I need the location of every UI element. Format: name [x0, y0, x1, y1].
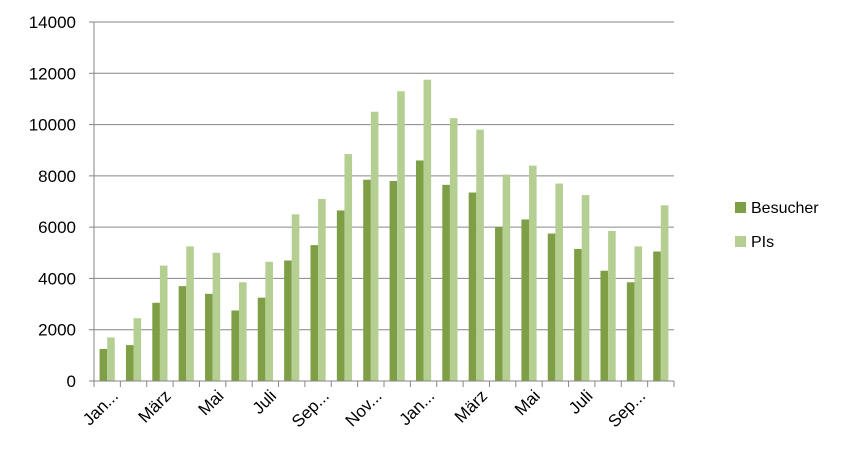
- bar-besucher: [125, 345, 134, 381]
- bar-besucher: [600, 270, 609, 381]
- bar-besucher: [205, 293, 213, 381]
- y-tick-label: 2000: [38, 321, 76, 340]
- bar-besucher: [415, 160, 424, 381]
- x-tick-label: Mai: [195, 386, 228, 419]
- bar-besucher: [231, 310, 239, 381]
- y-tick-label: 8000: [38, 167, 76, 186]
- bar-pis: [660, 205, 669, 381]
- x-tick-label: Jan...: [396, 386, 439, 429]
- bar-besucher: [521, 219, 529, 381]
- bar-pis: [212, 252, 221, 381]
- bar-pis: [239, 282, 247, 381]
- legend-label: PIs: [751, 234, 774, 251]
- x-tick-label: Juli: [565, 386, 596, 417]
- bar-besucher: [468, 192, 477, 381]
- y-axis-tick-labels: 0 2000 4000 6000 8000 10000 12000 14000: [29, 13, 76, 391]
- bar-pis: [634, 246, 643, 381]
- x-tick-label: Mai: [511, 386, 544, 419]
- bar-besucher: [152, 302, 160, 381]
- bar-pis: [133, 318, 142, 381]
- bar-pis: [265, 261, 273, 381]
- y-tick-label: 14000: [29, 13, 76, 32]
- bar-pis: [423, 79, 432, 382]
- bar-pis: [529, 165, 537, 381]
- legend-swatch: [735, 236, 746, 247]
- bar-besucher: [178, 286, 187, 381]
- bar-besucher: [310, 245, 319, 381]
- x-axis-tick-labels: Jan... März Mai Juli Sep... Nov... Jan... März M…: [79, 386, 649, 431]
- bar-pis: [344, 154, 353, 381]
- bar-besucher: [389, 180, 398, 381]
- bar-pis: [449, 118, 458, 382]
- bar-pis: [555, 183, 563, 381]
- x-tick-label: Sep...: [288, 386, 333, 431]
- x-tick-label: März: [451, 386, 491, 426]
- bar-pis: [581, 195, 590, 381]
- x-tick-label: Juli: [249, 386, 280, 417]
- bar-besucher: [547, 233, 556, 381]
- bar-besucher: [653, 251, 661, 381]
- legend: Besucher PIs: [735, 200, 819, 251]
- bar-pis: [476, 129, 484, 381]
- bar-besucher: [495, 227, 503, 381]
- legend-label: Besucher: [751, 200, 819, 217]
- legend-swatch: [735, 202, 746, 213]
- bar-pis: [502, 174, 511, 381]
- bar-besucher: [442, 184, 450, 381]
- bar-pis: [291, 214, 300, 381]
- x-tick-label: Nov...: [342, 386, 386, 430]
- y-tick-label: 12000: [29, 64, 76, 83]
- bar-besucher: [574, 248, 582, 381]
- bar-pis: [397, 91, 405, 381]
- y-tick-label: 6000: [38, 218, 76, 237]
- x-tick-label: Jan...: [79, 386, 122, 429]
- y-tick-label: 0: [67, 372, 76, 391]
- bar-pis: [608, 230, 616, 381]
- bar-pis: [186, 246, 194, 381]
- axes: [93, 22, 675, 387]
- bar-pis: [370, 111, 379, 381]
- bars: [99, 79, 669, 382]
- bar-besucher: [99, 348, 108, 381]
- bar-besucher: [336, 210, 345, 381]
- bar-besucher: [284, 260, 292, 381]
- bar-pis: [107, 337, 115, 381]
- bar-pis: [318, 198, 326, 381]
- bar-besucher: [257, 297, 266, 381]
- y-tick-label: 10000: [29, 116, 76, 135]
- bar-besucher: [626, 282, 635, 381]
- y-tick-label: 4000: [38, 269, 76, 288]
- bar-besucher: [363, 179, 371, 381]
- bar-pis: [159, 265, 168, 381]
- x-tick-label: Sep...: [604, 386, 649, 431]
- x-tick-label: März: [135, 386, 175, 426]
